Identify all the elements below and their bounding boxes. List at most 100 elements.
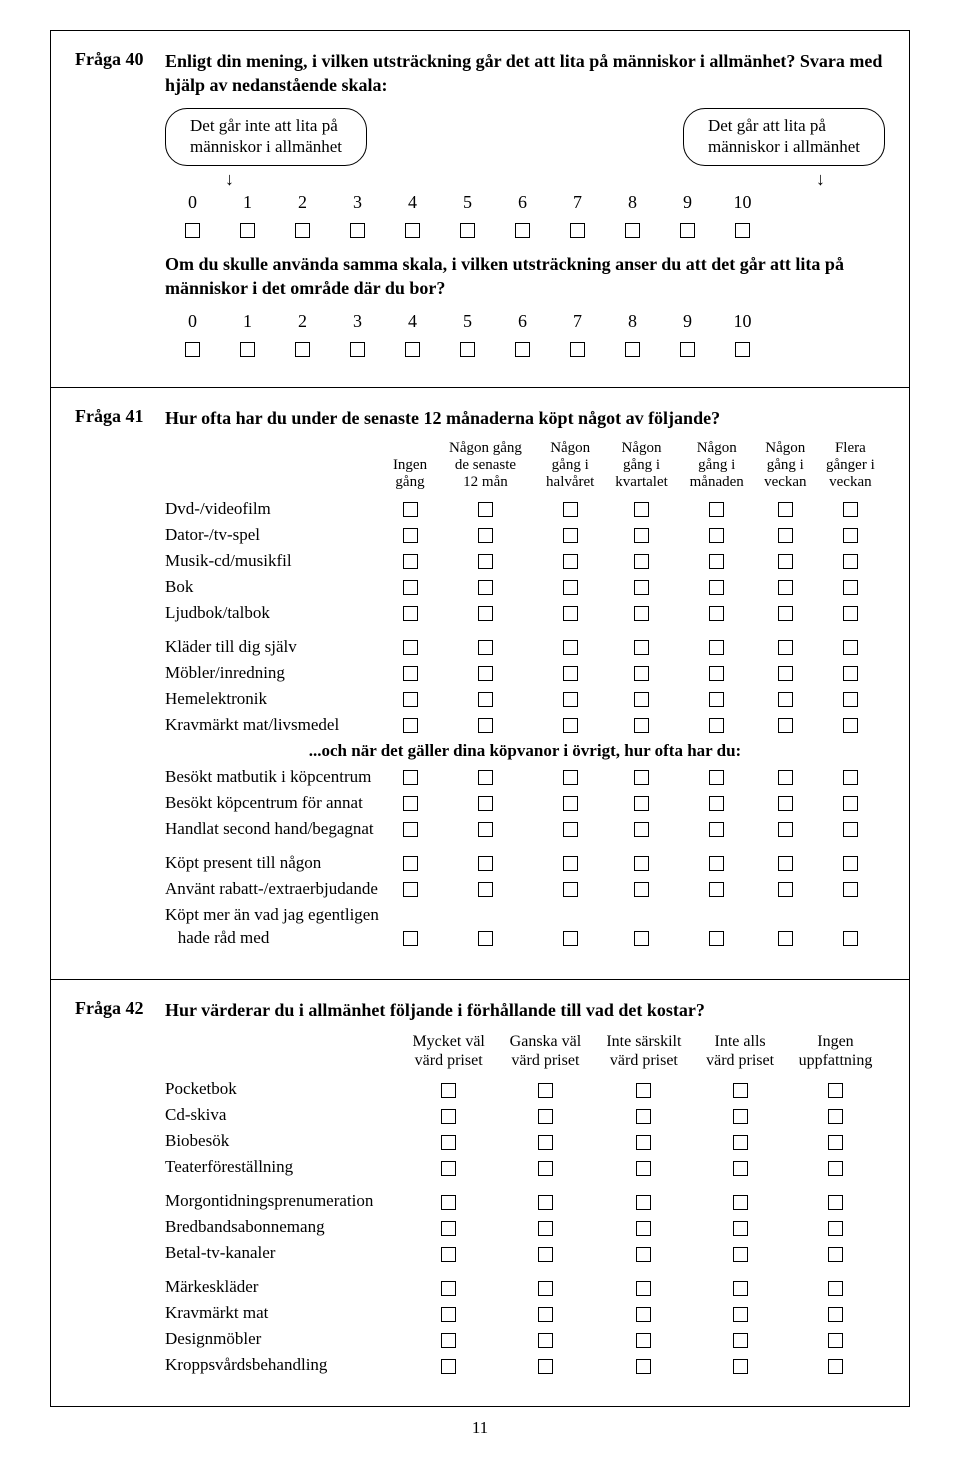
checkbox[interactable] — [733, 1221, 748, 1236]
checkbox[interactable] — [733, 1333, 748, 1348]
checkbox[interactable] — [636, 1333, 651, 1348]
checkbox[interactable] — [570, 342, 585, 357]
checkbox[interactable] — [563, 554, 578, 569]
checkbox[interactable] — [478, 718, 493, 733]
checkbox[interactable] — [843, 528, 858, 543]
checkbox[interactable] — [733, 1359, 748, 1374]
checkbox[interactable] — [733, 1195, 748, 1210]
checkbox[interactable] — [563, 718, 578, 733]
checkbox[interactable] — [634, 770, 649, 785]
checkbox[interactable] — [709, 554, 724, 569]
checkbox[interactable] — [709, 770, 724, 785]
checkbox[interactable] — [634, 640, 649, 655]
checkbox[interactable] — [478, 502, 493, 517]
checkbox[interactable] — [778, 770, 793, 785]
checkbox[interactable] — [828, 1135, 843, 1150]
checkbox[interactable] — [709, 666, 724, 681]
checkbox[interactable] — [634, 856, 649, 871]
checkbox[interactable] — [634, 692, 649, 707]
checkbox[interactable] — [403, 666, 418, 681]
checkbox[interactable] — [478, 770, 493, 785]
checkbox[interactable] — [828, 1083, 843, 1098]
checkbox[interactable] — [478, 528, 493, 543]
checkbox[interactable] — [403, 770, 418, 785]
checkbox[interactable] — [733, 1247, 748, 1262]
checkbox[interactable] — [709, 796, 724, 811]
checkbox[interactable] — [478, 666, 493, 681]
checkbox[interactable] — [460, 342, 475, 357]
checkbox[interactable] — [843, 580, 858, 595]
checkbox[interactable] — [843, 822, 858, 837]
checkbox[interactable] — [350, 342, 365, 357]
checkbox[interactable] — [538, 1083, 553, 1098]
checkbox[interactable] — [441, 1281, 456, 1296]
checkbox[interactable] — [478, 796, 493, 811]
checkbox[interactable] — [441, 1195, 456, 1210]
checkbox[interactable] — [538, 1333, 553, 1348]
checkbox[interactable] — [735, 223, 750, 238]
checkbox[interactable] — [538, 1195, 553, 1210]
checkbox[interactable] — [778, 882, 793, 897]
checkbox[interactable] — [634, 580, 649, 595]
checkbox[interactable] — [843, 718, 858, 733]
checkbox[interactable] — [636, 1195, 651, 1210]
checkbox[interactable] — [403, 822, 418, 837]
checkbox[interactable] — [843, 770, 858, 785]
checkbox[interactable] — [828, 1109, 843, 1124]
checkbox[interactable] — [625, 223, 640, 238]
checkbox[interactable] — [403, 502, 418, 517]
checkbox[interactable] — [636, 1247, 651, 1262]
checkbox[interactable] — [478, 856, 493, 871]
checkbox[interactable] — [828, 1333, 843, 1348]
checkbox[interactable] — [636, 1221, 651, 1236]
checkbox[interactable] — [735, 342, 750, 357]
checkbox[interactable] — [403, 882, 418, 897]
checkbox[interactable] — [778, 796, 793, 811]
checkbox[interactable] — [828, 1281, 843, 1296]
checkbox[interactable] — [295, 342, 310, 357]
checkbox[interactable] — [733, 1281, 748, 1296]
checkbox[interactable] — [403, 856, 418, 871]
checkbox[interactable] — [538, 1221, 553, 1236]
checkbox[interactable] — [295, 223, 310, 238]
checkbox[interactable] — [636, 1083, 651, 1098]
checkbox[interactable] — [733, 1161, 748, 1176]
checkbox[interactable] — [709, 856, 724, 871]
checkbox[interactable] — [636, 1359, 651, 1374]
checkbox[interactable] — [538, 1135, 553, 1150]
checkbox[interactable] — [538, 1247, 553, 1262]
checkbox[interactable] — [843, 640, 858, 655]
checkbox[interactable] — [680, 223, 695, 238]
checkbox[interactable] — [636, 1307, 651, 1322]
checkbox[interactable] — [563, 770, 578, 785]
checkbox[interactable] — [563, 822, 578, 837]
checkbox[interactable] — [634, 931, 649, 946]
checkbox[interactable] — [634, 554, 649, 569]
checkbox[interactable] — [405, 223, 420, 238]
checkbox[interactable] — [441, 1135, 456, 1150]
checkbox[interactable] — [843, 796, 858, 811]
checkbox[interactable] — [843, 931, 858, 946]
checkbox[interactable] — [636, 1135, 651, 1150]
checkbox[interactable] — [478, 882, 493, 897]
checkbox[interactable] — [634, 606, 649, 621]
checkbox[interactable] — [709, 606, 724, 621]
checkbox[interactable] — [634, 502, 649, 517]
checkbox[interactable] — [515, 342, 530, 357]
checkbox[interactable] — [778, 666, 793, 681]
checkbox[interactable] — [634, 822, 649, 837]
checkbox[interactable] — [733, 1135, 748, 1150]
checkbox[interactable] — [636, 1281, 651, 1296]
checkbox[interactable] — [828, 1247, 843, 1262]
checkbox[interactable] — [460, 223, 475, 238]
checkbox[interactable] — [441, 1161, 456, 1176]
checkbox[interactable] — [538, 1161, 553, 1176]
checkbox[interactable] — [778, 528, 793, 543]
checkbox[interactable] — [778, 502, 793, 517]
checkbox[interactable] — [403, 606, 418, 621]
checkbox[interactable] — [828, 1359, 843, 1374]
checkbox[interactable] — [403, 931, 418, 946]
checkbox[interactable] — [843, 856, 858, 871]
checkbox[interactable] — [538, 1109, 553, 1124]
checkbox[interactable] — [843, 882, 858, 897]
